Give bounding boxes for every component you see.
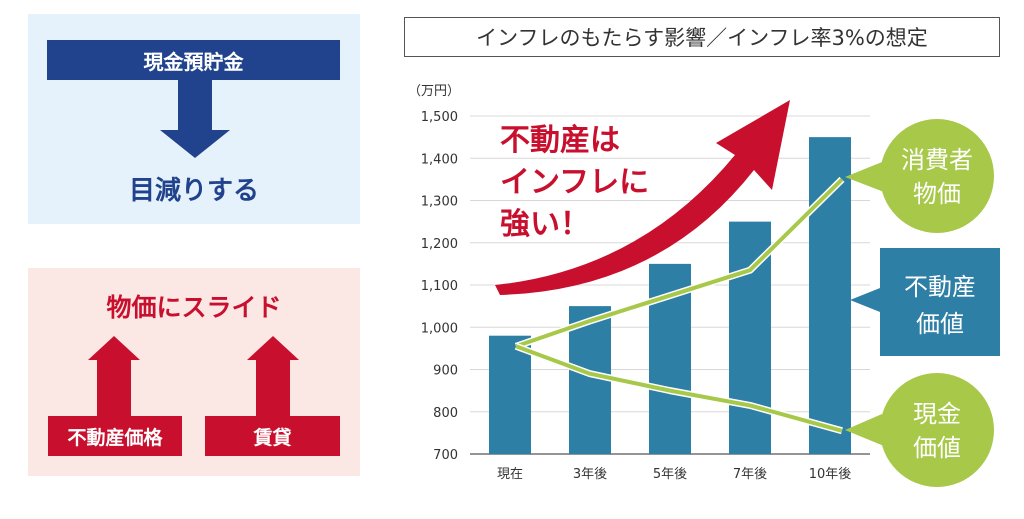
consumer-price-label: 消費者 — [901, 146, 973, 174]
y-tick-label: 1,500 — [421, 110, 458, 125]
series-line — [515, 177, 844, 349]
real-estate-price-label: 不動産価格 — [67, 426, 163, 449]
real-estate-value-pointer — [850, 288, 880, 312]
bar — [489, 335, 531, 454]
y-tick-label: 1,300 — [421, 195, 458, 210]
x-tick-label: 3年後 — [573, 467, 607, 482]
y-tick-label: 1,100 — [421, 279, 458, 294]
y-tick-label: 1,400 — [421, 152, 458, 167]
consumer-price-bubble — [880, 119, 994, 233]
y-tick-label: 1,000 — [421, 321, 458, 336]
consumer-price-bubble-pointer — [845, 162, 884, 192]
chart-title: インフレのもたらす影響／インフレ率3%の想定 — [404, 17, 1000, 57]
cash-value-bubble-pointer — [845, 414, 884, 446]
y-tick-label: 800 — [433, 406, 458, 421]
real-estate-value-label: 不動産 — [904, 273, 976, 301]
y-tick-label: 700 — [433, 448, 458, 463]
inflation-arrow-icon — [495, 100, 790, 295]
series-line — [515, 344, 843, 433]
x-tick-label: 現在 — [497, 467, 523, 482]
rent-label: 賃貸 — [253, 426, 292, 449]
y-axis-unit: （万円） — [408, 84, 460, 99]
real-estate-price-box: 不動産価格 — [48, 416, 182, 456]
x-tick-label: 5年後 — [653, 467, 687, 482]
y-tick-label: 900 — [433, 364, 458, 379]
decreases-text: 目減りする — [128, 176, 259, 206]
strong-text-line: インフレに — [500, 165, 649, 200]
up-arrow-icon — [88, 336, 140, 416]
rent-box: 賃貸 — [205, 416, 340, 456]
x-tick-label: 7年後 — [733, 467, 767, 482]
x-tick-label: 10年後 — [809, 467, 852, 482]
bar — [809, 137, 851, 454]
up-arrow-icon — [247, 336, 299, 416]
down-arrow-icon — [160, 80, 230, 158]
cash-value-bubble — [880, 373, 994, 487]
consumer-price-label: 物価 — [913, 180, 961, 208]
cash-deposit-label: 現金預貯金 — [143, 49, 244, 74]
cash-deposit-box: 現金預貯金 — [47, 40, 340, 80]
cash-value-label: 現金 — [913, 400, 961, 428]
strong-text-line: 不動産は — [500, 123, 620, 158]
strong-text-line: 強い！ — [500, 207, 590, 242]
cash-value-label: 価値 — [913, 434, 961, 462]
y-tick-label: 1,200 — [421, 237, 458, 252]
slides-with-prices-text: 物価にスライド — [106, 293, 282, 322]
real-estate-value-label: 価値 — [916, 310, 964, 338]
real-estate-value-box — [880, 248, 1000, 356]
